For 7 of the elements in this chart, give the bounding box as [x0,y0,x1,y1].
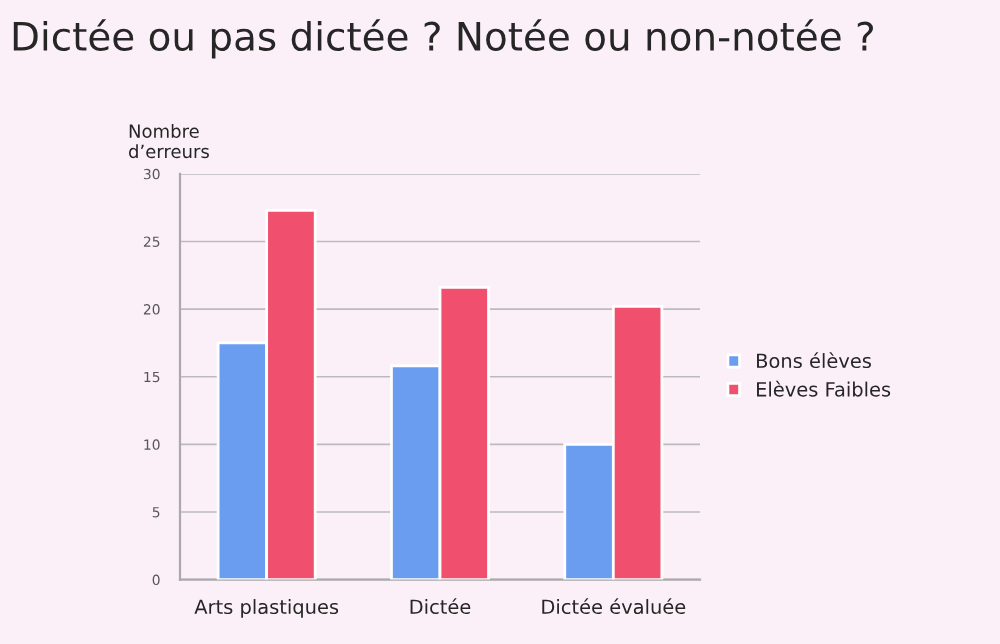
legend-label: Elèves Faibles [757,380,891,397]
chart-title: Dictée ou pas dictée ? Notée ou non-notée ? [13,19,873,59]
legend-label: Bons élèves [757,352,871,369]
x-tick-label: Dictée [410,598,471,615]
x-tick-label: Dictée évaluée [542,598,686,615]
y-axis-title: Nombre d’erreurs [129,124,209,159]
x-tick-label: Arts plastiques [194,599,339,618]
